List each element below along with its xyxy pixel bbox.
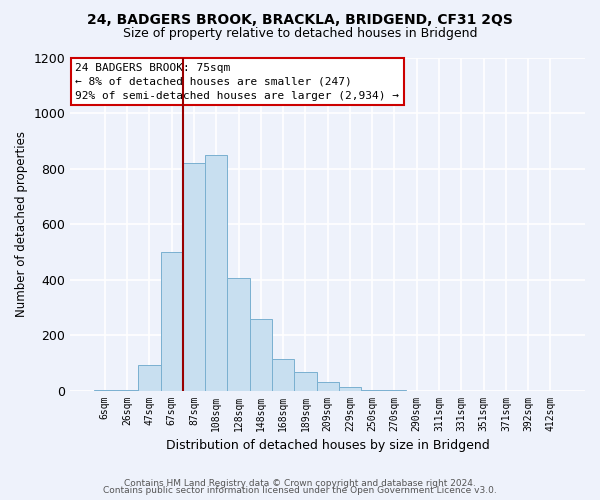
Bar <box>272 359 294 391</box>
Y-axis label: Number of detached properties: Number of detached properties <box>15 132 28 318</box>
Text: 24, BADGERS BROOK, BRACKLA, BRIDGEND, CF31 2QS: 24, BADGERS BROOK, BRACKLA, BRIDGEND, CF… <box>87 12 513 26</box>
Bar <box>94 390 116 391</box>
Bar <box>361 390 383 391</box>
Bar <box>250 320 272 391</box>
Bar <box>383 390 406 391</box>
Bar <box>339 387 361 391</box>
Bar <box>161 252 183 391</box>
Text: Contains public sector information licensed under the Open Government Licence v3: Contains public sector information licen… <box>103 486 497 495</box>
Bar <box>138 364 161 391</box>
X-axis label: Distribution of detached houses by size in Bridgend: Distribution of detached houses by size … <box>166 440 490 452</box>
Text: Size of property relative to detached houses in Bridgend: Size of property relative to detached ho… <box>123 28 477 40</box>
Text: 24 BADGERS BROOK: 75sqm
← 8% of detached houses are smaller (247)
92% of semi-de: 24 BADGERS BROOK: 75sqm ← 8% of detached… <box>76 62 400 100</box>
Bar <box>227 278 250 391</box>
Bar <box>205 155 227 391</box>
Bar <box>116 390 138 391</box>
Bar <box>317 382 339 391</box>
Text: Contains HM Land Registry data © Crown copyright and database right 2024.: Contains HM Land Registry data © Crown c… <box>124 478 476 488</box>
Bar <box>294 372 317 391</box>
Bar <box>183 163 205 391</box>
